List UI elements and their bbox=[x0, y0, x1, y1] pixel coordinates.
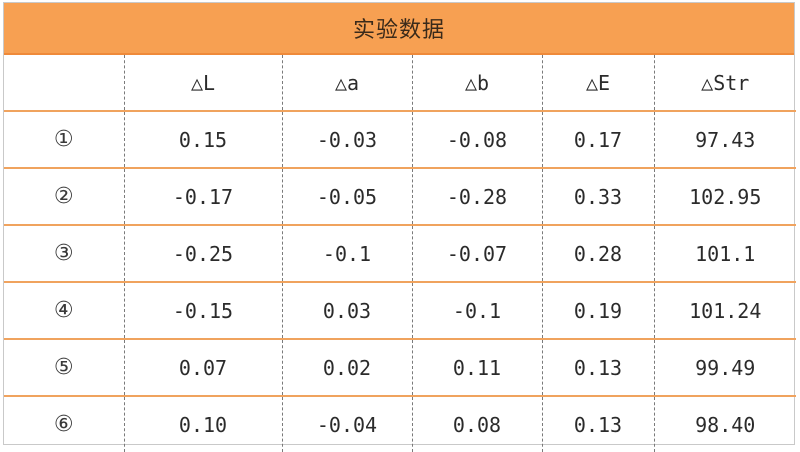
cell-delta-e: 0.13 bbox=[542, 339, 655, 397]
cell-delta-e: 0.19 bbox=[542, 282, 655, 340]
data-table-container: 实验数据 △L △a △b △E △Str ① 0.15 -0.03 -0.08… bbox=[3, 2, 796, 452]
cell-delta-l: -0.17 bbox=[124, 168, 283, 226]
cell-delta-l: 0.10 bbox=[124, 396, 283, 452]
table-row: ② -0.17 -0.05 -0.28 0.33 102.95 bbox=[4, 168, 796, 226]
data-table: △L △a △b △E △Str ① 0.15 -0.03 -0.08 0.17… bbox=[4, 55, 796, 452]
cell-delta-str: 102.95 bbox=[654, 168, 796, 226]
table-row: ④ -0.15 0.03 -0.1 0.19 101.24 bbox=[4, 282, 796, 340]
header-cell-delta-e: △E bbox=[542, 55, 655, 112]
table-title: 实验数据 bbox=[4, 3, 794, 55]
row-index: ⑤ bbox=[4, 339, 125, 397]
cell-delta-str: 97.43 bbox=[654, 111, 796, 169]
cell-delta-a: -0.04 bbox=[282, 396, 413, 452]
cell-delta-l: 0.15 bbox=[124, 111, 283, 169]
cell-delta-e: 0.33 bbox=[542, 168, 655, 226]
cell-delta-a: -0.05 bbox=[282, 168, 413, 226]
header-cell-delta-a: △a bbox=[282, 55, 413, 112]
header-cell-delta-l: △L bbox=[124, 55, 283, 112]
cell-delta-str: 98.40 bbox=[695, 412, 756, 437]
header-cell-index bbox=[4, 55, 125, 112]
cell-delta-b: -0.28 bbox=[412, 168, 543, 226]
row-index: ② bbox=[4, 168, 125, 226]
cell-delta-a: 0.03 bbox=[282, 282, 413, 340]
row-index: ④ bbox=[4, 282, 125, 340]
table-row: ③ -0.25 -0.1 -0.07 0.28 101.1 bbox=[4, 225, 796, 283]
cell-delta-l: -0.25 bbox=[124, 225, 283, 283]
cell-delta-e: 0.28 bbox=[542, 225, 655, 283]
row-index: ⑥ bbox=[4, 396, 125, 452]
table-row: ⑥ 0.10 -0.04 0.08 0.13 98.40 bbox=[4, 396, 796, 452]
header-row: △L △a △b △E △Str bbox=[4, 55, 796, 112]
cell-delta-str: 99.49 bbox=[654, 339, 796, 397]
cell-delta-e: 0.17 bbox=[542, 111, 655, 169]
cell-delta-a: 0.02 bbox=[282, 339, 413, 397]
header-cell-delta-b: △b bbox=[412, 55, 543, 112]
cell-delta-b: 0.11 bbox=[412, 339, 543, 397]
row-index: ③ bbox=[4, 225, 125, 283]
table-row: ⑤ 0.07 0.02 0.11 0.13 99.49 bbox=[4, 339, 796, 397]
cell-delta-str: 101.1 bbox=[654, 225, 796, 283]
cell-delta-l: -0.15 bbox=[124, 282, 283, 340]
row-index: ① bbox=[4, 111, 125, 169]
cell-delta-e: 0.13 bbox=[542, 396, 655, 452]
cell-delta-b: 0.08 bbox=[412, 396, 543, 452]
cell-delta-a: -0.1 bbox=[282, 225, 413, 283]
cell-delta-b: -0.1 bbox=[412, 282, 543, 340]
header-cell-delta-str: △Str bbox=[654, 55, 796, 112]
cell-delta-l: 0.07 bbox=[124, 339, 283, 397]
cell-delta-str: 101.24 bbox=[654, 282, 796, 340]
table-row: ① 0.15 -0.03 -0.08 0.17 97.43 bbox=[4, 111, 796, 169]
cell-delta-b: -0.08 bbox=[412, 111, 543, 169]
cell-delta-b: -0.07 bbox=[412, 225, 543, 283]
cell-delta-a: -0.03 bbox=[282, 111, 413, 169]
